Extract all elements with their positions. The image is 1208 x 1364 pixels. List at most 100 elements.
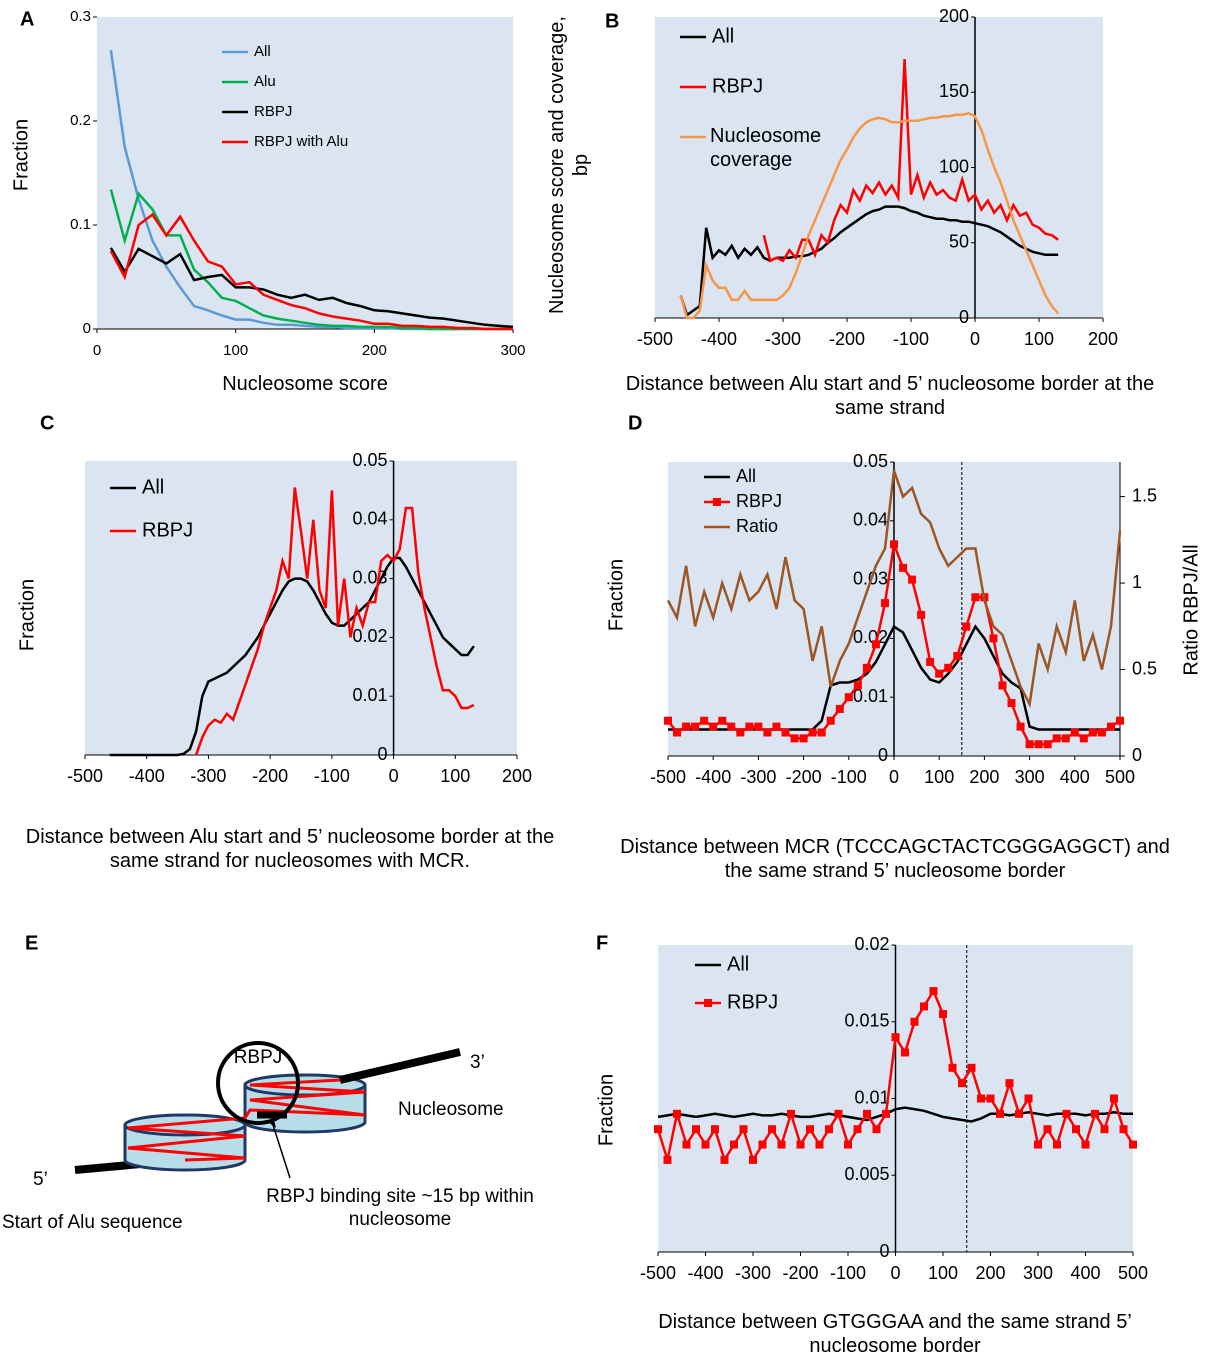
panel-letter: B	[605, 10, 619, 32]
y-tick-label: 0.04	[853, 510, 888, 530]
data-point	[739, 1125, 748, 1134]
series-line	[109, 189, 513, 331]
x-tick-label: 200	[1088, 329, 1118, 349]
x-tick-label: -200	[782, 1263, 818, 1283]
series-line	[657, 1106, 1133, 1123]
x-tick-label: 0	[93, 342, 101, 359]
label: Nucleosome	[398, 1099, 504, 1120]
y-tick-label: 0.02	[854, 934, 889, 954]
data-point	[971, 593, 980, 602]
data-point	[1005, 1079, 1014, 1088]
data-point	[1081, 1140, 1090, 1149]
data-point	[929, 987, 938, 996]
data-point	[962, 622, 971, 631]
series-line	[762, 59, 1059, 263]
data-point	[958, 1079, 966, 1088]
y-tick-label: 100	[939, 156, 969, 176]
data-point	[944, 663, 953, 672]
data-point	[781, 728, 790, 737]
x-tick-label: 500	[1105, 767, 1135, 787]
x-tick-label: -200	[829, 329, 865, 349]
data-point	[871, 640, 880, 649]
data-point	[1034, 1140, 1042, 1149]
data-point	[825, 1125, 833, 1134]
data-point	[772, 722, 781, 731]
data-point	[1119, 1125, 1128, 1134]
data-point	[926, 657, 935, 666]
data-point	[709, 722, 718, 731]
data-point	[939, 1010, 947, 1019]
data-point	[692, 1125, 700, 1134]
y-tick-label: 0.1	[70, 216, 91, 233]
data-point	[1015, 1109, 1023, 1118]
data-point	[673, 1109, 681, 1118]
data-point	[730, 1140, 738, 1149]
data-point	[853, 1125, 862, 1134]
data-point	[882, 1109, 890, 1118]
legend-label: Alu	[254, 73, 276, 90]
y-tick-label: 0.005	[844, 1164, 889, 1184]
data-point	[826, 716, 835, 725]
data-point	[1079, 734, 1088, 743]
y-tick-label: 0.05	[353, 450, 388, 470]
data-point	[1106, 722, 1115, 731]
data-point	[790, 734, 799, 743]
x-tick-label: 100	[1024, 329, 1054, 349]
data-point	[917, 610, 926, 619]
x-tick-label: -300	[190, 766, 226, 786]
label-box: Distance between Alu start and 5’ nucleo…	[626, 373, 1154, 419]
x-tick-label: 200	[362, 342, 387, 359]
label: 5’	[33, 1169, 48, 1190]
y2-tick-label: 0	[1132, 745, 1142, 765]
label: 3’	[470, 1052, 485, 1073]
y-tick-label: 0.3	[70, 8, 91, 25]
x-tick-label: -500	[67, 766, 103, 786]
data-point	[736, 728, 745, 737]
data-point	[1100, 1125, 1109, 1134]
series-line	[109, 247, 514, 329]
x-tick-label: -300	[740, 767, 776, 787]
legend-label: RBPJ	[727, 991, 778, 1013]
y-tick-label: 0	[879, 1241, 889, 1261]
data-point	[1025, 740, 1034, 749]
data-point	[1043, 740, 1052, 749]
data-point	[953, 652, 962, 661]
data-point	[720, 1155, 729, 1164]
legend-label: All	[142, 476, 164, 498]
legend-label: RBPJ	[142, 519, 193, 541]
data-point	[844, 1140, 852, 1149]
label-box: RBPJ binding site ~15 bp within nucleoso…	[266, 1186, 534, 1230]
x-tick-label: 400	[1070, 1263, 1100, 1283]
axis-label: Fraction	[605, 559, 627, 631]
x-tick-label: 400	[1060, 767, 1090, 787]
x-tick-label: -400	[695, 767, 731, 787]
x-tick-label: 100	[924, 767, 954, 787]
data-point	[663, 1155, 672, 1164]
data-point	[815, 1140, 824, 1149]
dna-wrap	[127, 1078, 366, 1162]
y-tick-label: 0	[83, 320, 91, 337]
x-tick-label: 300	[1023, 1263, 1053, 1283]
data-point	[777, 1140, 786, 1149]
y-tick-label: 0	[378, 744, 388, 764]
data-point	[891, 1033, 900, 1042]
y-tick-label: 0.04	[353, 509, 388, 529]
y-tick-label: 0.05	[853, 451, 888, 471]
x-tick-label: 0	[389, 766, 399, 786]
y-tick-label: 0.02	[353, 626, 388, 646]
x-tick-label: -100	[314, 766, 350, 786]
y-tick-label: 150	[939, 81, 969, 101]
data-point	[835, 704, 844, 713]
arrow	[272, 1124, 291, 1179]
x-tick-label: 200	[969, 767, 999, 787]
axis-label: Distance between Alu start and 5’ nucleo…	[25, 826, 555, 873]
data-point	[908, 575, 917, 584]
y-tick-label: 200	[939, 6, 969, 26]
data-point	[664, 716, 672, 725]
x-tick-label: 200	[502, 766, 532, 786]
data-point	[998, 681, 1007, 690]
axis-label: Distance between GTGGGAA and the same st…	[658, 1311, 1132, 1358]
x-tick-label: 300	[1015, 767, 1045, 787]
legend-label: All	[254, 43, 271, 60]
